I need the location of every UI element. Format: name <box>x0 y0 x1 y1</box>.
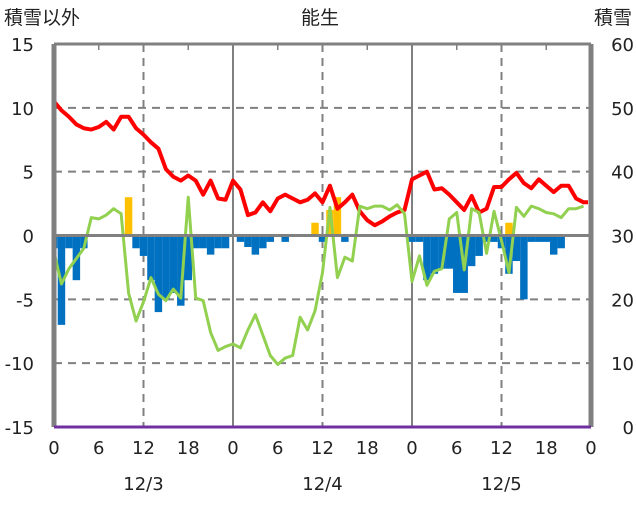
blue-bar <box>490 235 498 242</box>
blue-bar <box>430 235 439 274</box>
blue-bar <box>184 235 192 281</box>
blue-bar <box>482 235 491 242</box>
y-tick-left: 5 <box>23 163 34 184</box>
y-tick-right: 20 <box>611 290 634 311</box>
blue-bar <box>65 235 73 249</box>
blue-bar <box>512 235 521 262</box>
blue-bar <box>214 235 222 249</box>
blue-bar <box>549 235 558 255</box>
date-label: 12/3 <box>123 474 163 495</box>
blue-bar <box>139 235 148 256</box>
y-tick-left: -15 <box>5 418 34 439</box>
blue-bar <box>415 235 424 242</box>
blue-bar <box>453 235 461 293</box>
blue-bar <box>535 235 543 242</box>
blue-bar <box>423 235 431 281</box>
orange-bar <box>326 209 334 236</box>
blue-bar <box>177 235 185 306</box>
x-tick-label: 0 <box>406 438 417 459</box>
x-tick-label: 18 <box>535 438 558 459</box>
x-tick-label: 0 <box>48 438 59 459</box>
blue-bar <box>341 235 349 242</box>
y-tick-right: 60 <box>611 35 634 56</box>
orange-bar <box>333 197 342 236</box>
blue-bar <box>408 235 416 242</box>
left-axis-title: 積雪以外 <box>4 7 80 29</box>
x-tick-label: 18 <box>177 438 200 459</box>
orange-bar <box>124 197 133 236</box>
x-tick-label: 0 <box>227 438 238 459</box>
x-tick-label: 12 <box>311 438 334 459</box>
x-tick-label: 18 <box>356 438 379 459</box>
blue-bar <box>467 235 476 267</box>
y-tick-left: -10 <box>5 354 34 375</box>
x-tick-label: 6 <box>272 438 283 459</box>
blue-bar <box>318 235 327 242</box>
x-tick-label: 12 <box>490 438 513 459</box>
x-tick-label: 0 <box>585 438 596 459</box>
blue-bar <box>557 235 565 249</box>
blue-bar <box>542 235 550 242</box>
date-label: 12/5 <box>481 474 521 495</box>
y-tick-right: 30 <box>611 227 634 248</box>
y-tick-left: 0 <box>23 227 34 248</box>
blue-bar <box>80 235 88 249</box>
orange-bar <box>505 222 513 236</box>
x-tick-label: 12 <box>132 438 155 459</box>
blue-bar <box>221 235 230 249</box>
x-tick-label: 6 <box>451 438 462 459</box>
y-tick-right: 10 <box>611 354 634 375</box>
blue-bar <box>169 235 178 293</box>
chart-title: 能生 <box>301 7 339 29</box>
blue-bar <box>162 235 170 300</box>
orange-bar <box>311 222 319 236</box>
x-tick-label: 6 <box>93 438 104 459</box>
y-tick-left: 15 <box>11 35 34 56</box>
blue-bar <box>445 235 454 269</box>
date-label: 12/4 <box>302 474 342 495</box>
blue-bar <box>191 235 200 249</box>
y-tick-left: -5 <box>16 290 34 311</box>
right-axis-title: 積雪 <box>594 7 632 29</box>
y-tick-left: 10 <box>11 99 34 120</box>
blue-bar <box>154 235 163 313</box>
green-line <box>52 195 585 366</box>
blue-bar <box>266 235 275 242</box>
red-line <box>52 100 589 228</box>
blue-bar <box>199 235 207 249</box>
blue-bar <box>259 235 267 249</box>
y-tick-right: 40 <box>611 163 634 184</box>
blue-bar <box>438 235 446 269</box>
blue-bar <box>147 235 155 281</box>
blue-bar <box>251 235 260 255</box>
blue-bar <box>520 235 528 300</box>
blue-bar <box>206 235 215 255</box>
y-tick-right: 50 <box>611 99 634 120</box>
blue-bar <box>236 235 245 242</box>
y-tick-right: 0 <box>623 418 634 439</box>
blue-bar <box>475 235 483 256</box>
blue-bar <box>527 235 536 242</box>
blue-bar <box>281 235 289 242</box>
blue-bar <box>132 235 140 249</box>
blue-bar <box>244 235 252 247</box>
blue-bar <box>505 235 513 274</box>
